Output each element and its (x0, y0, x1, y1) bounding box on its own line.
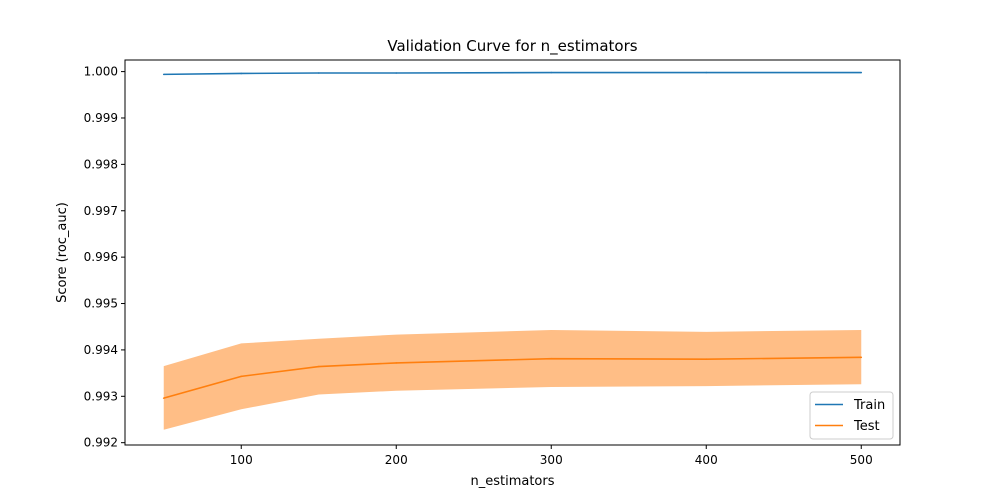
y-tick-label: 0.998 (84, 157, 118, 171)
y-tick-label: 0.997 (84, 204, 118, 218)
y-tick-label: 0.992 (84, 436, 118, 450)
plot-frame (124, 59, 901, 446)
data-point-train (860, 71, 863, 74)
data-point-test (550, 357, 553, 360)
data-point-test (860, 356, 863, 359)
data-point-test (162, 397, 165, 399)
y-axis-ticks: 0.992 0.993 0.994 0.995 0.996 0.997 0.998 0.999… (84, 65, 125, 450)
data-point-train (240, 72, 243, 75)
y-tick-label: 0.999 (84, 111, 118, 125)
series-line-train (163, 71, 862, 76)
y-tick-label: 0.996 (84, 250, 118, 264)
x-tick-label: 100 (230, 453, 253, 467)
chart-title: Validation Curve for n_estimators (387, 37, 637, 56)
series-lines (162, 71, 863, 399)
y-axis-label: Score (roc_auc) (55, 202, 70, 303)
x-axis-ticks: 100 200 300 400 500 (230, 445, 873, 467)
y-tick-label: 0.993 (84, 389, 118, 403)
data-point-train (705, 71, 708, 74)
y-tick-label: 0.995 (84, 297, 118, 311)
confidence-bands (163, 329, 862, 430)
x-tick-label: 300 (540, 453, 563, 467)
y-tick-label: 0.994 (84, 343, 118, 357)
data-point-test (240, 375, 243, 378)
y-tick-label: 1.000 (84, 65, 118, 79)
data-point-test (705, 358, 708, 360)
x-tick-label: 500 (850, 453, 873, 467)
data-point-train (550, 71, 553, 74)
data-point-test (395, 362, 398, 364)
x-axis-label: n_estimators (470, 474, 554, 489)
data-point-train (395, 72, 398, 74)
legend: Train Test (809, 391, 894, 440)
data-point-train (162, 73, 165, 76)
legend-label-train: Train (853, 398, 885, 413)
legend-label-test: Test (853, 419, 880, 434)
x-tick-label: 200 (385, 453, 408, 467)
x-tick-label: 400 (695, 453, 718, 467)
band-test (163, 329, 862, 430)
data-point-train (317, 72, 320, 74)
data-point-test (317, 365, 320, 368)
